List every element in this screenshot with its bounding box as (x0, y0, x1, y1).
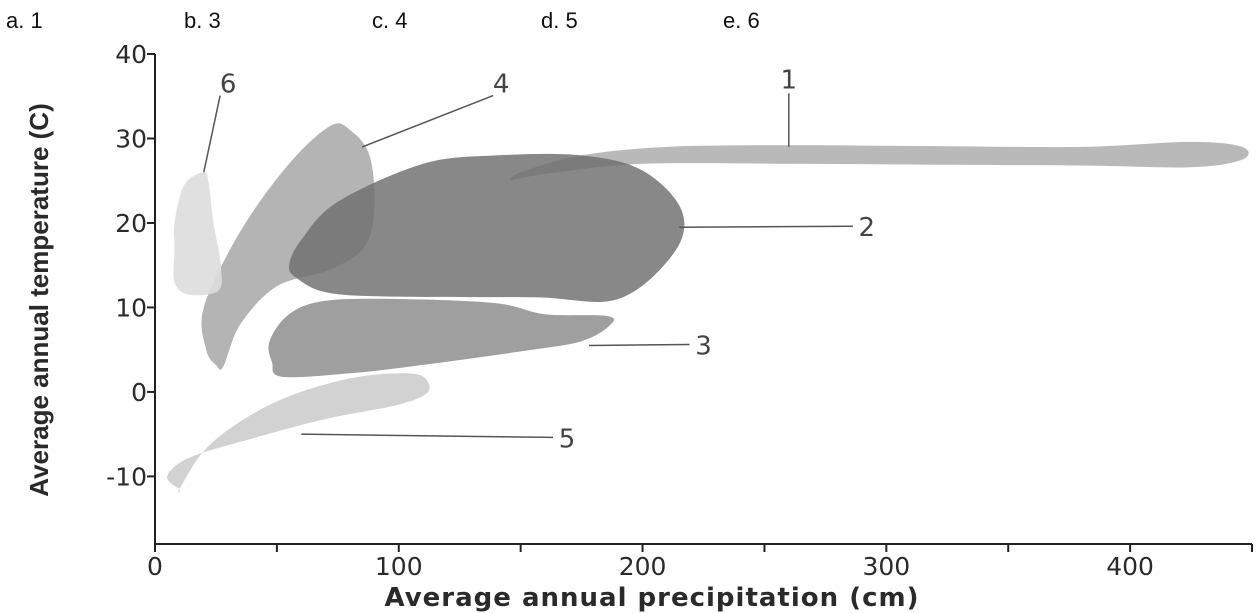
y-tick-label: 10 (115, 293, 147, 322)
y-tick-label: 20 (115, 209, 147, 238)
y-tick-label: 40 (115, 40, 147, 69)
region-1 (510, 141, 1249, 181)
region-1-label: 1 (781, 65, 798, 95)
x-tick-label: 0 (147, 552, 163, 581)
region-3 (268, 298, 615, 378)
answer-choice-e-letter: e. (723, 8, 742, 33)
region-4 (201, 123, 375, 370)
answer-choice-a: a. 1 (6, 8, 43, 34)
answer-choice-d-letter: d. (541, 8, 560, 33)
y-tick-label: -10 (106, 462, 147, 491)
answer-choice-c-letter: c. (372, 8, 390, 33)
region-4-leader-line (361, 94, 494, 148)
x-tick-label: 100 (375, 552, 423, 581)
x-tick-label: 200 (619, 552, 667, 581)
region-6-label: 6 (220, 70, 237, 100)
region-5 (167, 373, 430, 493)
y-tick-label: 0 (131, 378, 147, 407)
axes-layer (154, 54, 1252, 545)
answer-choice-b-letter: b. (184, 8, 203, 33)
answer-choice-d: d. 5 (541, 8, 578, 34)
answer-choice-c: c. 4 (372, 8, 408, 34)
region-4-label: 4 (493, 70, 510, 100)
leaders-layer (203, 93, 853, 439)
x-tick-label: 300 (862, 552, 910, 581)
regions-layer (167, 123, 1249, 493)
y-tick-label: 30 (115, 124, 147, 153)
x-axis-title: Average annual precipitation (cm) (385, 583, 920, 613)
region-2-leader-line (679, 225, 853, 228)
answer-choice-a-value: 1 (30, 8, 43, 33)
region-3-leader-line (588, 343, 690, 347)
region-2 (288, 153, 685, 303)
region-6 (173, 172, 222, 296)
region-labels-layer: 1 2 3 4 5 6 (220, 65, 875, 454)
x-tick-label: 400 (1106, 552, 1154, 581)
region-5-label: 5 (559, 424, 576, 454)
answer-choice-b-value: 3 (208, 8, 221, 33)
region-2-label: 2 (859, 213, 876, 243)
answer-choice-c-value: 4 (395, 8, 408, 33)
region-6-leader-line (203, 95, 221, 173)
answer-choice-a-letter: a. (6, 8, 25, 33)
answer-choice-e: e. 6 (723, 8, 760, 34)
answer-choice-e-value: 6 (747, 8, 760, 33)
region-3-label: 3 (695, 331, 712, 361)
answer-choice-b: b. 3 (184, 8, 221, 34)
answer-choice-d-value: 5 (565, 8, 578, 33)
region-5-leader-line (301, 433, 553, 439)
y-axis-title: Average annual temperature (C) (24, 103, 54, 496)
